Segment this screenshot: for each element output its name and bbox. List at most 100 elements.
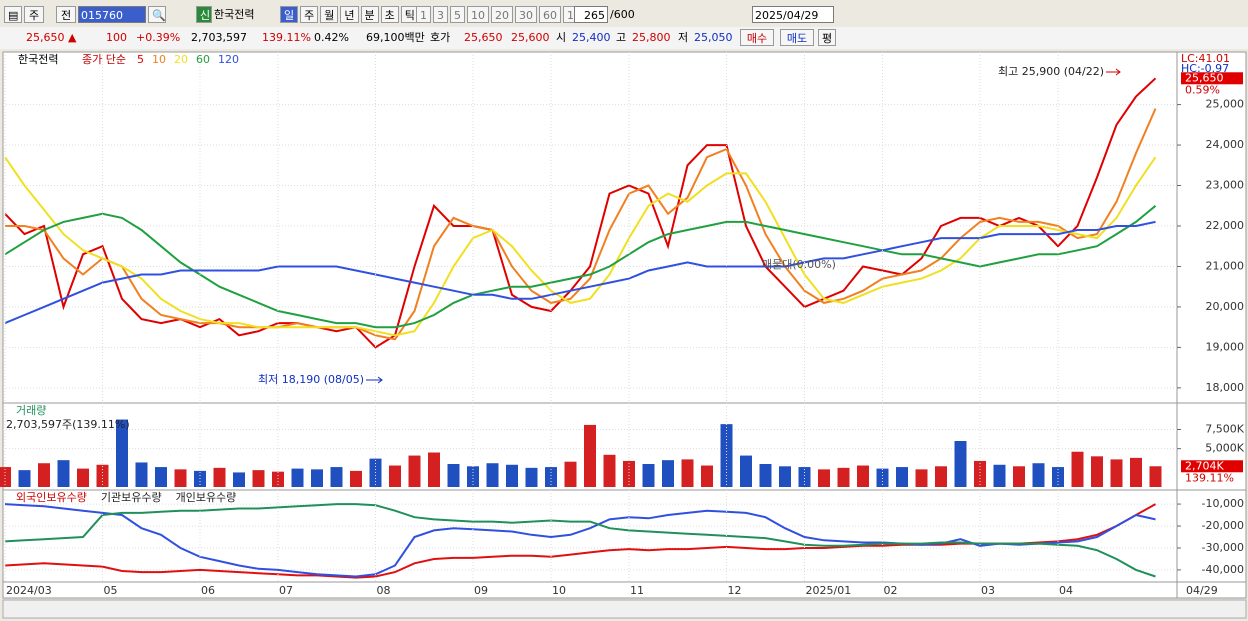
volume-bar bbox=[974, 460, 986, 487]
open: 25,400 bbox=[572, 31, 611, 44]
menu-button[interactable]: ▤ bbox=[4, 6, 22, 23]
volume-bar bbox=[389, 465, 401, 487]
minute-button[interactable]: 10 bbox=[467, 6, 489, 23]
volume-bar bbox=[1071, 451, 1084, 487]
volume-bar bbox=[272, 471, 284, 487]
volume-bar bbox=[896, 467, 908, 487]
volume-bar bbox=[1149, 466, 1162, 487]
flag-badge: 신 bbox=[196, 6, 212, 23]
stock-name: 한국전력 bbox=[214, 8, 255, 21]
volume-bar bbox=[467, 466, 479, 487]
legend-entry: 기관보유수량 bbox=[101, 491, 162, 504]
zone-annotation: 매물대(0.00%) bbox=[762, 258, 836, 271]
turnover: 0.42% bbox=[314, 31, 349, 44]
volume-bar bbox=[213, 467, 226, 487]
count-input[interactable]: 265 bbox=[574, 6, 608, 23]
minute-button[interactable]: 1 bbox=[416, 6, 431, 23]
series-line bbox=[4, 503, 1156, 578]
period-button[interactable]: 주 bbox=[300, 6, 319, 23]
last-volume-pct: 139.11% bbox=[1185, 471, 1234, 484]
y-tick-label: 5,000K bbox=[1205, 442, 1244, 455]
avg-button[interactable]: 평 bbox=[818, 29, 836, 46]
mode-button[interactable]: 주 bbox=[24, 6, 44, 23]
high-label: 고 bbox=[616, 31, 627, 44]
series-line bbox=[4, 503, 1156, 578]
volume-bar bbox=[662, 460, 674, 487]
period-button[interactable]: 분 bbox=[360, 6, 379, 23]
annotation-arrow bbox=[366, 376, 383, 384]
x-tick-label: 04 bbox=[1059, 584, 1073, 597]
volume-bar bbox=[915, 469, 928, 487]
y-tick-label: 7,500K bbox=[1205, 423, 1244, 436]
period-button[interactable]: 년 bbox=[340, 6, 359, 23]
last-price-box bbox=[1181, 72, 1243, 85]
last-volume: 2,704K bbox=[1185, 459, 1224, 472]
x-tick-label: 11 bbox=[630, 584, 644, 597]
x-tick-label: 09 bbox=[474, 584, 488, 597]
volume-bar bbox=[935, 466, 947, 487]
mode-button[interactable]: 전 bbox=[56, 6, 76, 23]
volume-bar bbox=[837, 467, 850, 487]
volume-bar bbox=[135, 462, 148, 487]
code-input[interactable]: 015760 bbox=[78, 6, 146, 23]
x-tick-label: 07 bbox=[279, 584, 293, 597]
chart-area: 한국전력 종가 단순 18,000 19,000 20,000 21,000 22,00… bbox=[0, 51, 1247, 619]
date-input[interactable]: 2025/04/29 bbox=[752, 6, 834, 23]
volume-bar bbox=[642, 464, 655, 487]
bid: 25,600 bbox=[511, 31, 550, 44]
minute-button[interactable]: 20 bbox=[491, 6, 513, 23]
period-button[interactable]: 월 bbox=[320, 6, 339, 23]
minute-button[interactable]: 5 bbox=[450, 6, 465, 23]
legend-entry: 외국인보유수량 bbox=[16, 491, 87, 504]
series-line bbox=[4, 205, 1157, 329]
volume-bar bbox=[876, 468, 889, 487]
volume-bar bbox=[233, 472, 245, 487]
chart-background bbox=[2, 51, 1247, 599]
volume-bar bbox=[77, 468, 89, 487]
volume-bar bbox=[0, 467, 11, 487]
volume-bar bbox=[525, 467, 538, 487]
low-annotation: 최저 18,190 (08/05) bbox=[258, 373, 364, 386]
y-tick-label: 21,000 bbox=[1206, 259, 1245, 272]
period-button[interactable]: 초 bbox=[380, 6, 399, 23]
y-tick-label: 22,000 bbox=[1206, 219, 1245, 232]
panel-title: 거래량 bbox=[16, 404, 46, 417]
change-pct: +0.39% bbox=[136, 31, 181, 44]
volume-bar bbox=[623, 460, 635, 487]
volume-bar bbox=[584, 424, 596, 487]
search-button[interactable]: 🔍 bbox=[148, 6, 166, 23]
price: 25,650 ▲ bbox=[26, 31, 77, 44]
y-tick-label: 20,000 bbox=[1206, 300, 1245, 313]
volume: 2,703,597 bbox=[191, 31, 247, 44]
legend-entry: 10 bbox=[152, 53, 166, 66]
volume-bar bbox=[38, 463, 50, 487]
volume-bar bbox=[701, 465, 713, 487]
volume-bar bbox=[740, 455, 752, 487]
volume-bar bbox=[1013, 466, 1025, 487]
volume-bar bbox=[330, 467, 343, 487]
y-tick-label: 18,000 bbox=[1206, 381, 1245, 394]
y-tick-label: -30,000 bbox=[1202, 541, 1244, 554]
info-bar: 25,650 ▲ 100 +0.39% 2,703,597 139.11% 0.… bbox=[0, 27, 1248, 49]
volume-bar bbox=[174, 469, 187, 487]
panel-subtitle: 2,703,597주(139.11%) bbox=[6, 418, 130, 431]
period-button[interactable]: 일 bbox=[280, 6, 299, 23]
volume-bar bbox=[486, 463, 499, 487]
high: 25,800 bbox=[632, 31, 671, 44]
volume-bar bbox=[1032, 463, 1045, 487]
volume-bar bbox=[720, 424, 733, 487]
volume-bar bbox=[116, 419, 128, 487]
minute-button[interactable]: 30 bbox=[515, 6, 537, 23]
scrollbar[interactable] bbox=[2, 599, 1247, 619]
volume-bar bbox=[447, 464, 460, 487]
volume-bar bbox=[993, 464, 1006, 487]
sell-button[interactable]: 매도 bbox=[780, 29, 814, 46]
volume-bar bbox=[428, 452, 440, 487]
x-tick-label: 2025/01 bbox=[806, 584, 852, 597]
buy-button[interactable]: 매수 bbox=[740, 29, 774, 46]
y-tick-label: 24,000 bbox=[1206, 138, 1245, 151]
minute-button[interactable]: 60 bbox=[539, 6, 561, 23]
minute-button[interactable]: 3 bbox=[433, 6, 448, 23]
x-tick-label: 10 bbox=[552, 584, 566, 597]
